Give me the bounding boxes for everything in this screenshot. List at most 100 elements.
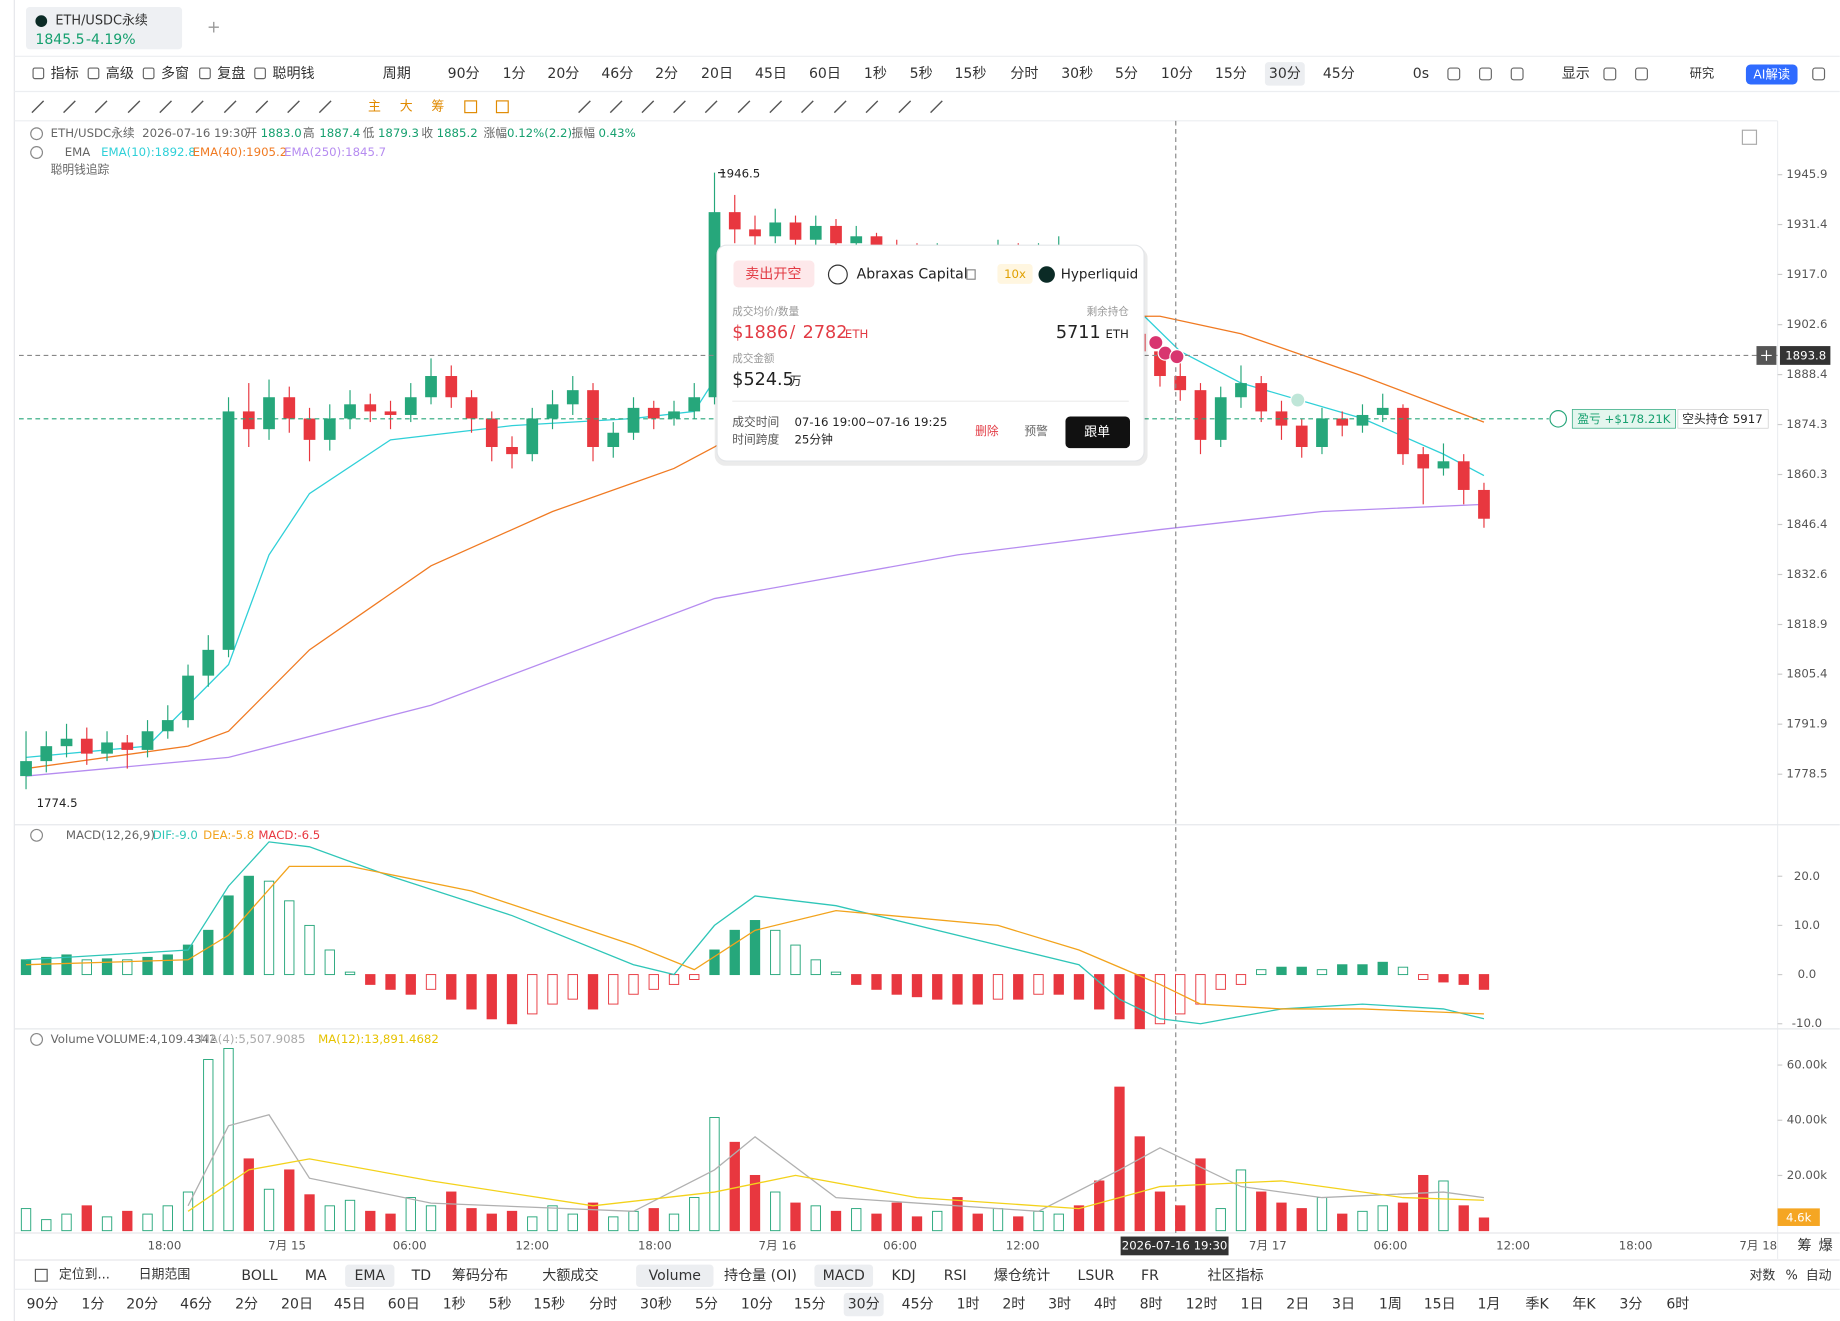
drawing-tool-icon[interactable] (127, 100, 141, 114)
toolbar-timeframe[interactable]: 5秒 (910, 66, 933, 82)
toolbar-timeframe[interactable]: 5分 (1115, 66, 1138, 82)
drawing-tool-icon[interactable] (94, 100, 108, 114)
toolbar-display[interactable]: 显示 (1562, 66, 1590, 82)
bottom-timeframe[interactable]: 45分 (902, 1297, 934, 1313)
drawing-tool[interactable]: 大 (400, 99, 413, 114)
toolbar-timeframe[interactable]: 46分 (601, 66, 633, 82)
bottom-indicator[interactable]: TD (411, 1268, 431, 1284)
follow-button[interactable] (1065, 416, 1130, 449)
toolbar-timeframe[interactable]: 分时 (1010, 66, 1038, 82)
bottom-timeframe[interactable]: 30分 (848, 1297, 880, 1313)
bottom-timeframe[interactable]: 5秒 (488, 1297, 511, 1313)
toolbar-timeframe[interactable]: 2分 (655, 66, 678, 82)
bottom-indicator[interactable]: 大额成交 (542, 1267, 598, 1284)
toolbar-timeframe[interactable]: 45日 (755, 66, 787, 82)
bottom-indicator[interactable]: 社区指标 (1207, 1268, 1263, 1284)
bottom-timeframe[interactable]: 12时 (1186, 1297, 1218, 1313)
drawing-tool-icon[interactable] (609, 100, 623, 114)
bottom-indicator[interactable]: Volume (649, 1268, 701, 1284)
bottom-timeframe[interactable]: 90分 (26, 1297, 58, 1313)
bottom-timeframe[interactable]: 1日 (1241, 1297, 1264, 1313)
bottom-timeframe[interactable]: 45日 (334, 1297, 366, 1313)
bottom-timeframe[interactable]: 2分 (235, 1297, 258, 1313)
toolbar-tool[interactable]: 高级 (106, 65, 134, 82)
drawing-tool-icon[interactable] (190, 100, 204, 114)
toolbar-icon[interactable] (1447, 67, 1461, 81)
locate-icon[interactable] (34, 1268, 48, 1282)
bottom-timeframe[interactable]: 46分 (180, 1297, 212, 1313)
toolbar-timeframe[interactable]: 45分 (1323, 66, 1355, 82)
bottom-timeframe[interactable]: 60日 (388, 1297, 420, 1313)
bottom-timeframe[interactable]: 1时 (957, 1297, 980, 1313)
drawing-tool-icon[interactable] (578, 100, 591, 114)
smart-money-marker[interactable] (1169, 349, 1185, 365)
bottom-indicator[interactable]: EMA (354, 1268, 385, 1284)
toolbar-icon[interactable] (1635, 67, 1648, 81)
bottom-timeframe[interactable]: 1周 (1379, 1297, 1402, 1313)
bottom-timeframe[interactable]: 年K (1572, 1297, 1596, 1313)
bottom-timeframe[interactable]: 15日 (1424, 1297, 1456, 1313)
drawing-tool-icon[interactable] (287, 100, 300, 114)
drawing-tool-icon[interactable] (495, 100, 509, 114)
bottom-right[interactable]: % (1786, 1268, 1798, 1283)
bottom-indicator[interactable]: 爆仓统计 (994, 1268, 1050, 1284)
toolbar-tool[interactable]: 复盘 (217, 65, 245, 82)
expand-icon[interactable] (1741, 129, 1758, 145)
bottom-indicator[interactable]: LSUR (1078, 1268, 1115, 1284)
toolbar-timeframe[interactable]: 15秒 (954, 66, 986, 82)
legend-toggle[interactable] (30, 127, 44, 141)
toolbar-timeframe[interactable]: 90分 (448, 66, 480, 82)
bottom-indicator[interactable]: BOLL (241, 1268, 277, 1284)
drawing-tool-icon[interactable] (223, 100, 237, 114)
bottom-timeframe[interactable]: 分时 (589, 1297, 617, 1313)
bottom-timeframe[interactable]: 6时 (1666, 1297, 1689, 1313)
drawing-tool-icon[interactable] (801, 100, 814, 114)
drawing-tool-icon[interactable] (641, 100, 655, 114)
bottom-timeframe[interactable]: 20日 (281, 1297, 313, 1313)
ai-badge[interactable] (1745, 64, 1798, 85)
drawing-tool-icon[interactable] (31, 100, 45, 114)
ai-button[interactable]: AI解读 (1753, 68, 1790, 82)
drawing-tool-icon[interactable] (673, 100, 686, 114)
bottom-timeframe[interactable]: 15分 (794, 1297, 826, 1313)
toolbar-timeframe[interactable]: 1分 (503, 66, 526, 82)
bottom-timeframe[interactable]: 季K (1525, 1297, 1549, 1313)
bottom-timeframe[interactable]: 15秒 (533, 1297, 565, 1313)
drawing-tool-icon[interactable] (930, 100, 943, 114)
bottom-timeframe[interactable]: 1月 (1477, 1297, 1500, 1313)
bottom-timeframe[interactable]: 4时 (1094, 1297, 1117, 1313)
legend-toggle[interactable] (30, 1032, 44, 1046)
bottom-timeframe[interactable]: 3时 (1048, 1297, 1071, 1313)
toolbar-timeframe[interactable]: 10分 (1161, 66, 1193, 82)
popup-follow[interactable]: 跟单 (1084, 425, 1110, 440)
toolbar-timeframe[interactable]: 1秒 (864, 66, 887, 82)
legend-toggle[interactable] (30, 146, 44, 159)
toolbar-timeframe[interactable]: 15分 (1215, 66, 1247, 82)
drawing-tool-icon[interactable] (865, 100, 879, 114)
bottom-timeframe[interactable]: 5分 (695, 1297, 718, 1313)
drawing-tool-icon[interactable] (833, 100, 847, 114)
side-label[interactable]: 筹 (1798, 1237, 1812, 1254)
bottom-indicator[interactable]: FR (1141, 1268, 1159, 1284)
popup-alert[interactable]: 预警 (1024, 424, 1048, 438)
popup-delete[interactable]: 删除 (975, 424, 999, 438)
toolbar-icon[interactable] (1603, 67, 1617, 81)
toolbar-research[interactable]: 研究 (1690, 65, 1715, 80)
toolbar-icon[interactable] (1510, 67, 1524, 81)
smart-money-marker[interactable] (1148, 334, 1164, 351)
toolbar-tool[interactable]: 指标 (51, 66, 79, 82)
bottom-range[interactable]: 日期范围 (139, 1268, 191, 1283)
drawing-tool-icon[interactable] (769, 100, 783, 114)
bottom-timeframe[interactable]: 3分 (1619, 1297, 1642, 1313)
bottom-locate[interactable]: 定位到... (59, 1268, 110, 1283)
toolbar-tool[interactable]: 多窗 (161, 65, 189, 82)
bottom-indicator[interactable]: MA (305, 1268, 327, 1284)
toolbar-timeframe[interactable]: 30秒 (1061, 66, 1093, 82)
copy-icon[interactable] (966, 269, 976, 280)
smart-money-marker[interactable] (1290, 392, 1306, 408)
bottom-indicator[interactable]: RSI (944, 1268, 967, 1284)
bottom-right[interactable]: 自动 (1806, 1268, 1832, 1283)
drawing-tool-icon[interactable] (63, 100, 76, 114)
drawing-tool-icon[interactable] (159, 100, 173, 114)
bottom-timeframe[interactable]: 20分 (126, 1297, 158, 1313)
